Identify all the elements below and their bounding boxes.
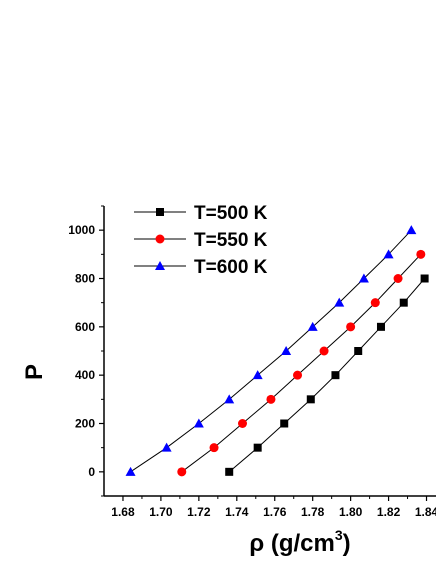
data-point [319,346,329,356]
series-line [181,253,422,473]
legend-marker [155,234,165,244]
data-point [281,346,292,355]
data-point [161,442,172,452]
x-tick-label: 1.76 [263,505,287,519]
y-tick-label: 200 [75,417,95,431]
data-point [237,419,247,428]
y-tick-label: 600 [75,320,95,334]
data-point [193,418,204,428]
x-axis-title: ρ (g/cm3) [249,527,350,557]
data-point [307,321,318,331]
y-tick-label: 800 [75,272,95,286]
x-axis-title-main: ρ (g/cm [249,530,335,557]
data-point [224,394,235,404]
legend-label: T=550 K [194,230,268,251]
data-point [406,225,417,235]
series-square [225,274,429,476]
data-point [346,322,356,332]
data-point [376,322,385,331]
data-point [266,394,276,404]
x-tick-label: 1.72 [187,505,211,519]
y-tick-label: 1000 [68,223,95,237]
data-point [416,249,426,259]
data-point [306,395,315,404]
data-point [293,370,303,380]
y-axis: 0 200 400 600 800 1000 [68,205,105,497]
data-point [177,467,187,477]
x-axis-title-close: ) [343,530,351,557]
data-point [334,297,345,307]
x-tick-label: 1.68 [111,505,135,519]
data-point [253,443,262,452]
data-point [252,370,263,380]
data-point [209,443,219,453]
data-point [383,249,394,259]
x-axis: 1.68 1.70 1.72 1.74 1.76 1.78 1.80 1.82 1.84 [104,495,436,519]
legend-marker [155,261,165,270]
x-tick-label: 1.80 [339,505,363,519]
legend-item: T=500 K [134,203,268,224]
legend: T=500 K T=550 K T=600 K [134,203,268,278]
data-point [354,347,363,355]
data-point [225,467,234,476]
data-point [399,298,408,307]
data-point [370,298,380,308]
x-tick-label: 1.78 [301,505,325,519]
data-point [125,466,136,476]
series-circle [177,249,426,477]
legend-marker [156,208,164,216]
legend-label: T=600 K [194,257,268,278]
legend-item: T=550 K [134,230,268,251]
series-triangle [125,225,417,476]
x-tick-label: 1.74 [225,505,249,519]
y-tick-label: 0 [88,465,95,479]
x-tick-label: 1.84 [415,505,436,519]
series-layer [125,225,429,477]
y-axis-title: P [21,364,48,380]
data-point [331,371,340,380]
data-point [393,274,403,283]
data-point [280,419,289,428]
legend-item: T=600 K [134,257,268,278]
data-point [358,273,369,283]
x-axis-title-superscript: 3 [335,527,343,543]
x-tick-label: 1.70 [149,505,173,519]
x-tick-label: 1.82 [377,505,401,519]
data-point [420,274,429,283]
y-tick-label: 400 [75,368,95,382]
legend-label: T=500 K [194,203,268,224]
